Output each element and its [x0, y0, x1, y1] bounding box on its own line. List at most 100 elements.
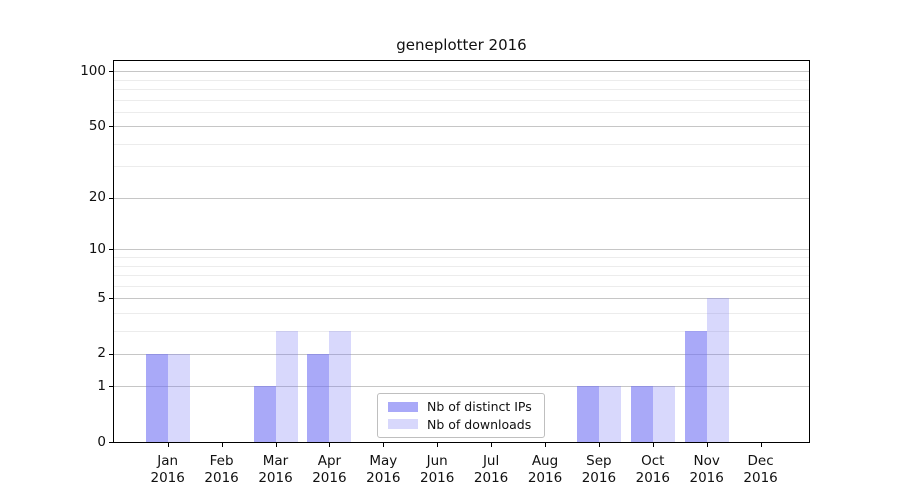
bar-downloads — [275, 330, 298, 442]
y-axis-tick — [109, 353, 113, 355]
x-tick-year: 2016 — [258, 470, 293, 486]
bar-downloads — [706, 298, 729, 442]
legend-row-distinct-ips: Nb of distinct IPs — [388, 399, 536, 415]
x-tick-month: Jun — [426, 453, 448, 469]
gridline-minor — [114, 79, 809, 81]
x-tick-year: 2016 — [312, 470, 347, 486]
bar-downloads — [652, 386, 675, 442]
gridline-major — [114, 353, 809, 355]
x-tick-year: 2016 — [204, 470, 239, 486]
legend-label-downloads: Nb of downloads — [427, 416, 532, 432]
legend-swatch-downloads — [388, 419, 418, 430]
x-tick-month: Mar — [262, 453, 289, 469]
legend: Nb of distinct IPs Nb of downloads — [377, 393, 545, 438]
legend-row-downloads: Nb of downloads — [388, 416, 536, 432]
x-tick-label: Feb 2016 — [190, 453, 254, 487]
x-tick-month: Apr — [317, 453, 342, 469]
x-tick-label: Oct 2016 — [621, 453, 685, 487]
x-axis-tick — [167, 443, 169, 447]
gridline-minor — [114, 265, 809, 267]
x-tick-month: Sep — [586, 453, 612, 469]
x-axis-tick — [545, 443, 546, 447]
bar-downloads — [598, 386, 621, 442]
x-tick-label: May 2016 — [351, 453, 415, 487]
legend-label-distinct-ips: Nb of distinct IPs — [427, 399, 532, 415]
bar-downloads — [167, 353, 190, 442]
x-tick-label: Apr 2016 — [297, 453, 361, 487]
x-tick-label: Mar 2016 — [244, 453, 308, 487]
x-tick-year: 2016 — [743, 470, 778, 486]
gridline-minor — [114, 143, 809, 145]
x-tick-year: 2016 — [366, 470, 401, 486]
x-axis-tick — [491, 443, 493, 447]
x-tick-month: Dec — [747, 453, 774, 469]
gridline-minor — [114, 111, 809, 113]
x-tick-year: 2016 — [150, 470, 185, 486]
x-tick-year: 2016 — [635, 470, 670, 486]
y-tick-label: 0 — [97, 433, 106, 450]
y-tick-label: 5 — [97, 289, 106, 306]
y-axis-tick — [109, 71, 113, 73]
gridline-minor — [114, 89, 809, 91]
x-axis-tick — [383, 443, 385, 447]
x-axis-tick — [652, 443, 654, 447]
x-tick-label: Sep 2016 — [567, 453, 631, 487]
y-axis-tick — [109, 197, 113, 199]
x-tick-year: 2016 — [473, 470, 509, 486]
y-axis-tick — [109, 249, 113, 251]
bar-distinct-ips — [630, 386, 653, 442]
y-axis-tick — [109, 126, 113, 128]
x-tick-month: Oct — [641, 453, 665, 469]
gridline-minor — [114, 166, 809, 168]
gridline-major — [114, 126, 809, 128]
x-axis-tick — [221, 443, 223, 447]
x-axis-tick — [598, 443, 600, 447]
bar-distinct-ips — [307, 353, 330, 442]
y-axis-tick — [109, 386, 113, 388]
x-tick-month: Jul — [482, 453, 500, 469]
x-tick-label: Nov 2016 — [675, 453, 739, 487]
y-tick-label: 20 — [88, 189, 106, 206]
gridline-minor — [114, 312, 809, 314]
gridline-minor — [114, 275, 809, 277]
gridline-major — [114, 197, 809, 199]
bar-distinct-ips — [253, 386, 276, 442]
plot-area: 0 1 2 5 10 20 50 100 Jan 2016 Feb 2016 Mar 2016 Apr 201… — [80, 60, 810, 486]
x-tick-year: 2016 — [527, 470, 563, 486]
x-axis-tick — [706, 443, 708, 447]
x-tick-month: May — [369, 453, 398, 469]
x-tick-month: Feb — [209, 453, 234, 469]
y-tick-label: 2 — [97, 345, 106, 362]
legend-swatch-distinct-ips — [388, 401, 418, 412]
x-tick-year: 2016 — [420, 470, 455, 486]
gridline-minor — [114, 99, 809, 101]
x-tick-month: Nov — [693, 453, 720, 469]
bar-distinct-ips — [684, 330, 707, 442]
x-axis-tick — [275, 443, 277, 447]
x-axis-tick — [329, 443, 331, 447]
bar-distinct-ips — [145, 353, 168, 442]
y-axis-tick — [109, 298, 113, 300]
x-tick-label: Jun 2016 — [405, 453, 469, 487]
y-tick-label: 1 — [97, 377, 106, 394]
bar-downloads — [329, 330, 352, 442]
x-tick-year: 2016 — [689, 470, 724, 486]
gridline-minor — [114, 257, 809, 259]
x-tick-label: Jul 2016 — [459, 453, 523, 487]
y-tick-label: 50 — [88, 117, 106, 134]
x-axis-tick — [760, 443, 762, 447]
x-tick-label: Aug 2016 — [513, 453, 577, 487]
y-tick-label: 10 — [88, 240, 106, 257]
gridline-major — [114, 71, 809, 73]
gridline-major — [114, 249, 809, 251]
x-tick-month: Jan — [157, 453, 179, 469]
gridline-major — [114, 386, 809, 388]
x-tick-label: Dec 2016 — [729, 453, 793, 487]
gridline-major — [114, 298, 809, 300]
bar-distinct-ips — [576, 386, 599, 442]
gridline-minor — [114, 285, 809, 287]
y-tick-label: 100 — [80, 62, 106, 79]
x-tick-month: Aug — [531, 453, 559, 469]
x-axis-tick — [437, 443, 439, 447]
